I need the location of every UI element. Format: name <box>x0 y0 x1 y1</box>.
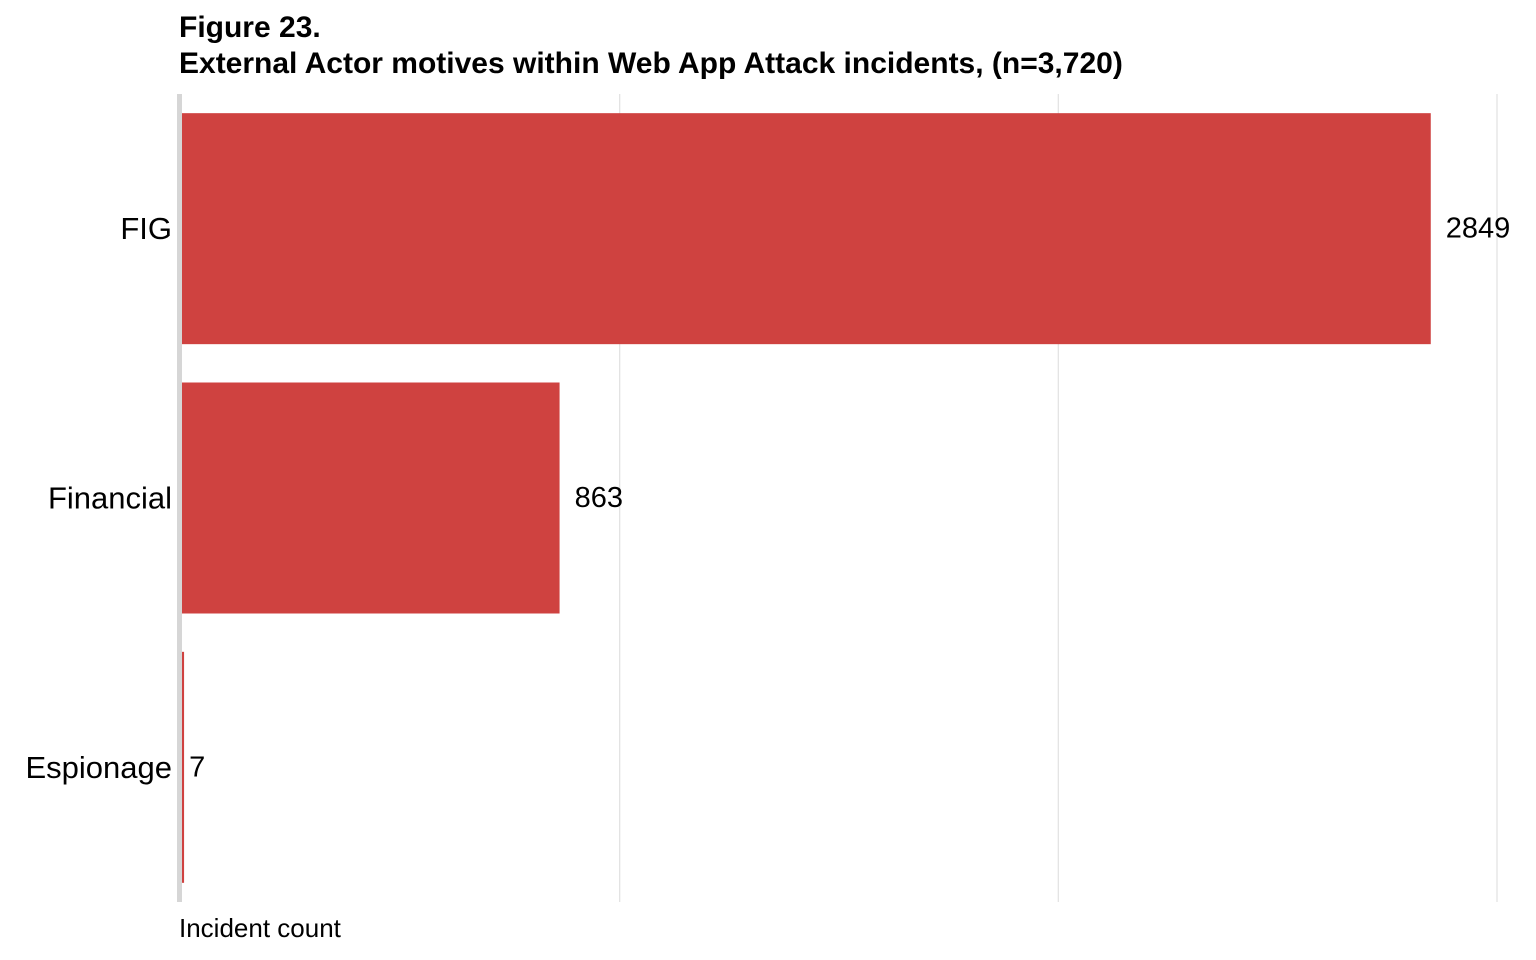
figure-label: Figure 23. <box>179 11 321 44</box>
value-labels: 2849 863 7 <box>189 213 1510 784</box>
value-label: 863 <box>575 482 623 514</box>
category-labels: FIG Financial Espionage <box>25 211 172 785</box>
value-label: 2849 <box>1446 213 1511 245</box>
category-label: Financial <box>48 481 172 516</box>
category-label: Espionage <box>25 750 172 785</box>
chart-title: External Actor motives within Web App At… <box>179 47 1123 80</box>
y-axis <box>177 94 182 902</box>
category-label: FIG <box>120 211 172 246</box>
bar-fig <box>181 113 1431 345</box>
bar-espionage <box>181 651 185 883</box>
y-axis-line <box>177 94 182 902</box>
x-axis-label: Incident count <box>179 913 341 943</box>
bars <box>181 113 1431 883</box>
bar-financial <box>181 382 560 614</box>
value-label: 7 <box>189 751 205 783</box>
